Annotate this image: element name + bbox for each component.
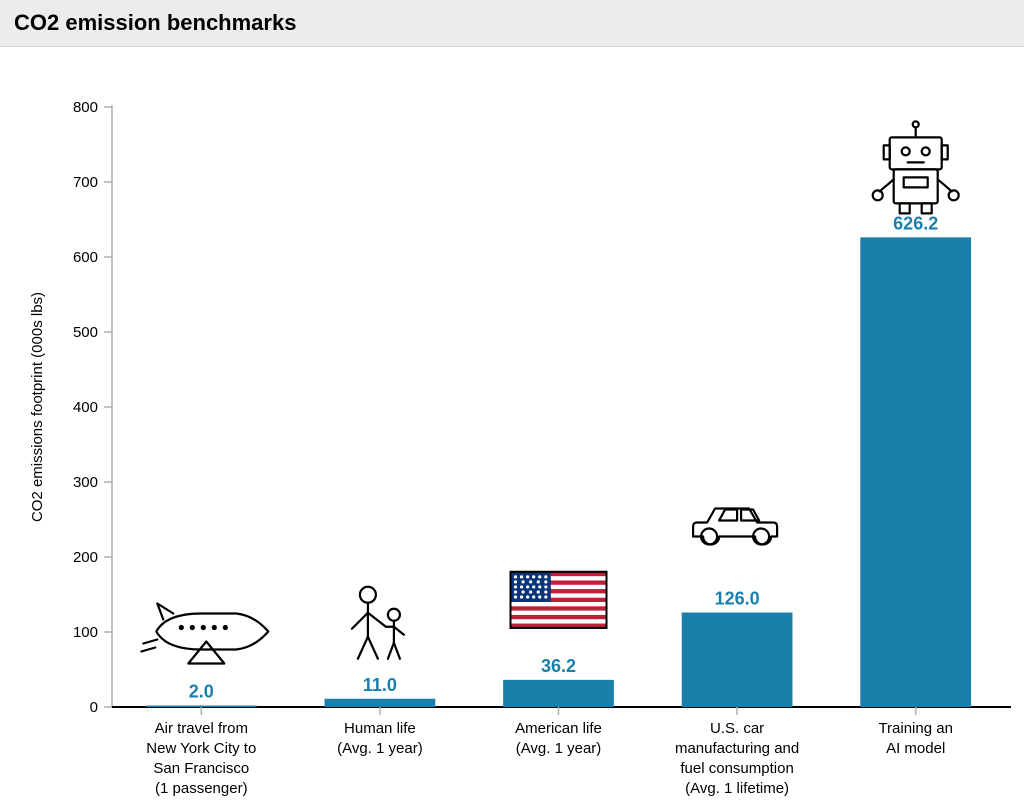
robot-icon — [873, 121, 959, 213]
bar — [860, 237, 971, 707]
y-axis-title: CO2 emissions footprint (000s lbs) — [29, 292, 46, 522]
bar-value-label: 126.0 — [715, 589, 760, 609]
y-tick-label: 0 — [90, 699, 98, 716]
x-category-label: U.S. carmanufacturing andfuel consumptio… — [675, 720, 799, 797]
x-category-label: American life(Avg. 1 year) — [515, 720, 602, 757]
bar — [325, 699, 436, 707]
bar-value-label: 36.2 — [541, 656, 576, 676]
bar — [146, 706, 257, 708]
people-icon — [352, 587, 404, 659]
chart-title: CO2 emission benchmarks — [0, 0, 1024, 47]
y-tick-label: 200 — [73, 549, 98, 566]
usflag-icon — [511, 572, 607, 628]
chart-container: 0 100 200 300 400 500 600 700 800 CO2 emissions f… — [0, 47, 1024, 801]
x-category-label: Training anAI model — [878, 720, 953, 757]
airplane-icon — [141, 604, 268, 664]
y-tick-label: 400 — [73, 399, 98, 416]
bar-value-label: 626.2 — [893, 213, 938, 233]
y-tick-label: 500 — [73, 324, 98, 341]
y-tick-label: 300 — [73, 474, 98, 491]
y-tick-label: 600 — [73, 249, 98, 266]
y-tick-label: 800 — [73, 99, 98, 116]
y-tick-label: 100 — [73, 624, 98, 641]
x-category-label: Air travel fromNew York City toSan Franc… — [146, 720, 256, 797]
car-icon — [693, 509, 777, 545]
bar-value-label: 11.0 — [363, 675, 397, 695]
x-category-label: Human life(Avg. 1 year) — [337, 720, 423, 757]
bar — [682, 613, 793, 708]
bar-value-label: 2.0 — [189, 682, 214, 702]
co2-bar-chart: 0 100 200 300 400 500 600 700 800 CO2 emissions f… — [0, 47, 1024, 801]
y-tick-label: 700 — [73, 174, 98, 191]
bar — [503, 680, 614, 707]
